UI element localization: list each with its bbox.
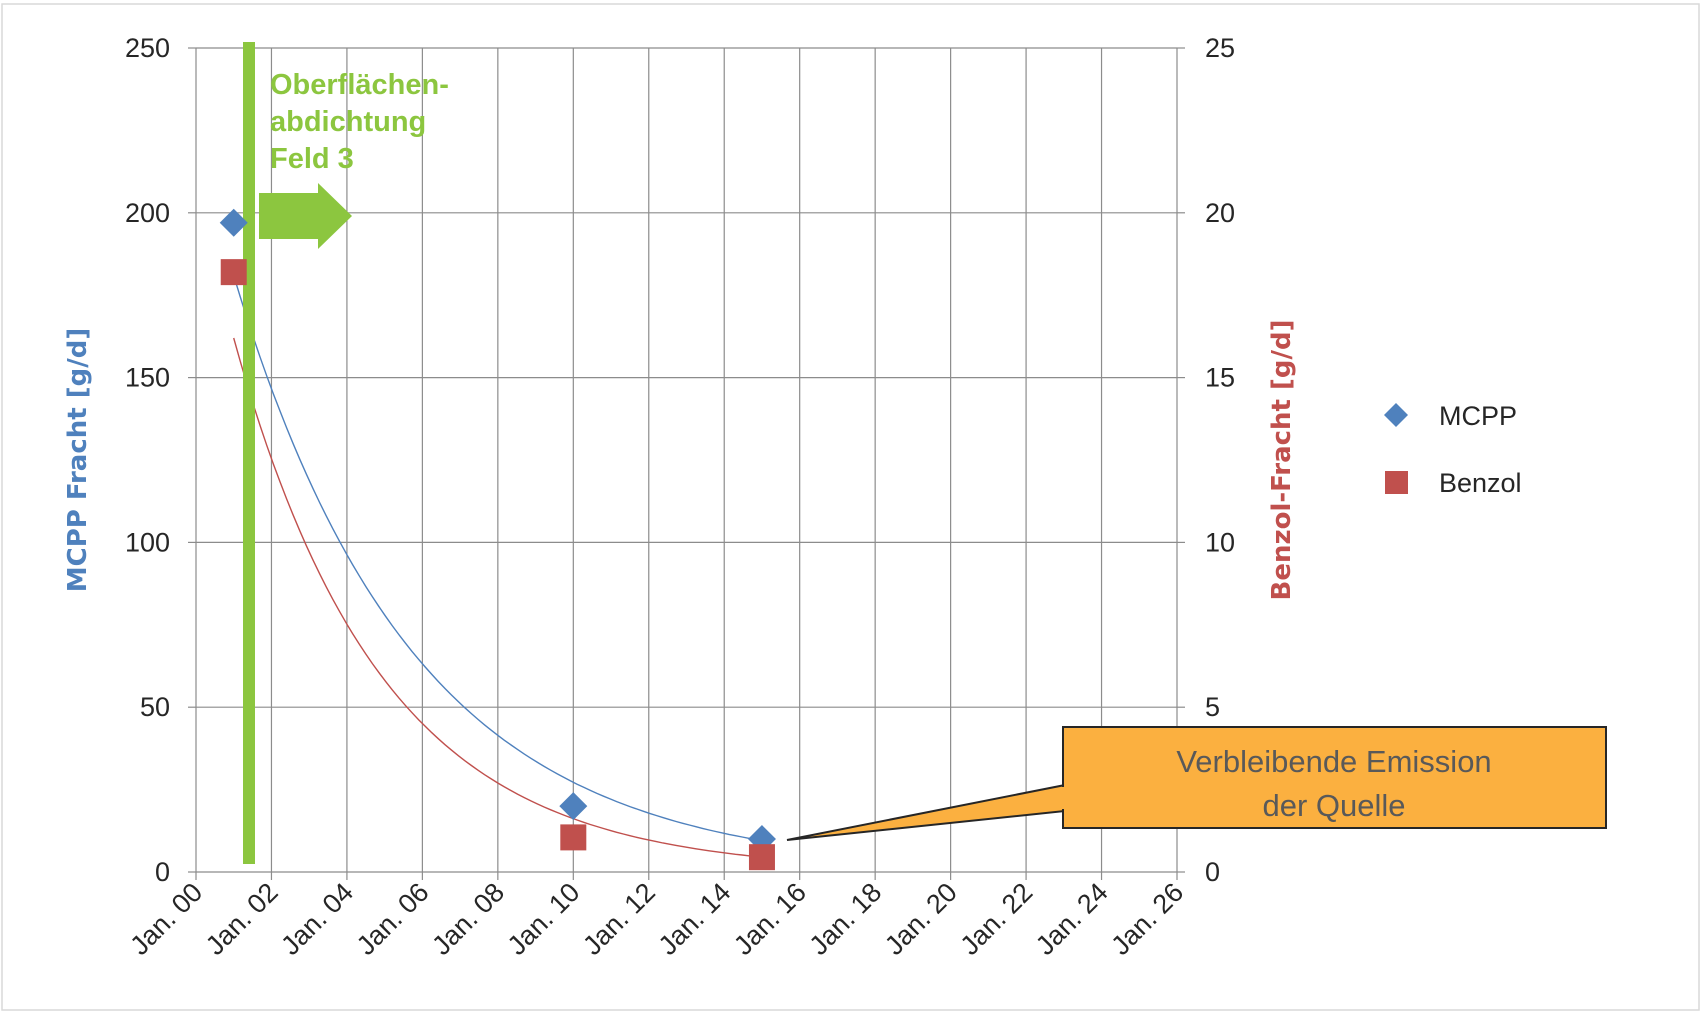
- x-tick-label: Jan. 10: [502, 877, 586, 961]
- callout-text-line2: der Quelle: [1262, 788, 1405, 823]
- y-left-tick-labels: 0 50 100 150 200 250: [125, 33, 170, 887]
- x-tick-label: Jan. 00: [124, 877, 208, 961]
- y-right-tick-label: 10: [1205, 527, 1235, 557]
- x-tick-label: Jan. 04: [275, 877, 359, 961]
- y-left-tick-label: 0: [155, 857, 170, 887]
- legend-label-mcpp: MCPP: [1439, 401, 1517, 431]
- callout-seam: [1060, 787, 1068, 809]
- y-right-axis-title: Benzol-Fracht [g/d]: [1267, 319, 1297, 600]
- axes: [188, 47, 1185, 880]
- x-tick-label: Jan. 24: [1030, 877, 1114, 961]
- callout-pointer: [786, 783, 1066, 841]
- x-tick-label: Jan. 22: [954, 877, 1038, 961]
- y-right-tick-label: 25: [1205, 33, 1235, 63]
- y-right-tick-label: 0: [1205, 857, 1220, 887]
- y-right-tick-labels: 0 5 10 15 20 25: [1205, 33, 1235, 887]
- y-left-tick-label: 150: [125, 363, 170, 393]
- legend-marker-benzol: [1385, 471, 1408, 494]
- legend: MCPP Benzol: [1384, 401, 1522, 498]
- event-label-line1: Oberflächen-: [270, 69, 449, 101]
- trendline-mcpp: [233, 275, 763, 842]
- trendlines: [233, 275, 763, 858]
- legend-marker-mcpp: [1384, 403, 1408, 427]
- y-right-tick-label: 20: [1205, 198, 1235, 228]
- event-annotation: Oberflächen- abdichtung Feld 3: [243, 42, 449, 864]
- point-benzol: [560, 824, 587, 851]
- callout-text-line1: Verbleibende Emission: [1176, 744, 1491, 779]
- callout-box: [1062, 726, 1607, 829]
- x-tick-label: Jan. 06: [351, 877, 435, 961]
- y-left-tick-label: 100: [125, 527, 170, 557]
- point-mcpp: [219, 208, 248, 237]
- y-left-axis-title: MCPP Fracht [g/d]: [63, 328, 93, 592]
- x-tick-label: Jan. 14: [653, 877, 737, 961]
- point-benzol: [748, 844, 775, 871]
- x-tick-label: Jan. 12: [577, 877, 661, 961]
- event-line: [243, 42, 255, 864]
- event-arrow: [259, 183, 352, 249]
- point-mcpp: [559, 792, 588, 821]
- y-left-tick-label: 250: [125, 33, 170, 63]
- event-label-line2: abdichtung: [270, 106, 426, 138]
- x-tick-label: Jan. 02: [200, 877, 284, 961]
- callout: Verbleibende Emission der Quelle: [786, 726, 1607, 841]
- y-right-tick-label: 15: [1205, 363, 1235, 393]
- legend-label-benzol: Benzol: [1439, 468, 1522, 498]
- y-right-tick-label: 5: [1205, 692, 1220, 722]
- x-tick-label: Jan. 08: [426, 877, 510, 961]
- y-left-tick-label: 200: [125, 198, 170, 228]
- event-label-line3: Feld 3: [270, 143, 354, 175]
- point-benzol: [220, 259, 247, 286]
- x-tick-label: Jan. 26: [1105, 877, 1189, 961]
- chart-frame: [1, 3, 1700, 1011]
- y-left-tick-label: 50: [140, 692, 170, 722]
- x-tick-label: Jan. 20: [879, 877, 963, 961]
- trendline-benzol: [233, 337, 763, 858]
- x-tick-label: Jan. 18: [804, 877, 888, 961]
- data-points: [219, 208, 776, 871]
- x-tick-label: Jan. 16: [728, 877, 812, 961]
